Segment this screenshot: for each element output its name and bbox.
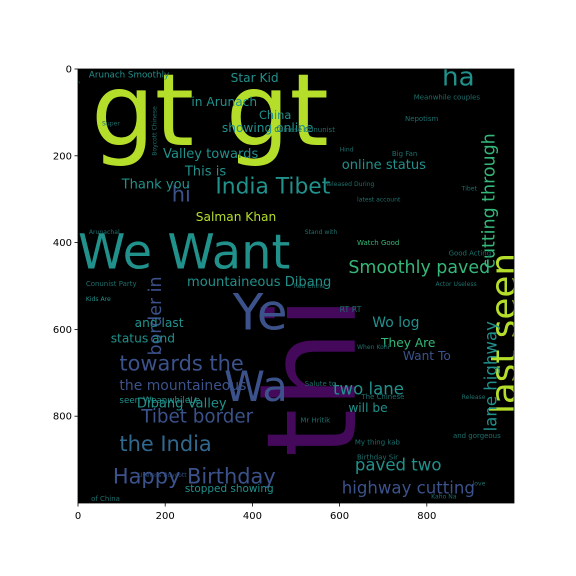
word-44: Chinese Conunist <box>274 126 335 134</box>
word-22: Valley towards <box>163 147 258 162</box>
word-15: lane highway <box>482 321 501 432</box>
word-24: the mountaineous <box>119 378 246 394</box>
word-5: last seen <box>484 253 525 414</box>
word-32: online status <box>342 158 426 173</box>
word-50: The Chinese <box>360 393 404 401</box>
word-43: Conunist Party <box>86 280 137 288</box>
word-7: India Tibet <box>215 175 330 200</box>
x-tick-label-3: 600 <box>330 511 349 522</box>
y-tick-label-2: 400 <box>53 238 72 249</box>
y-tick-label-1: 200 <box>53 151 72 162</box>
x-tick-label-4: 800 <box>417 511 436 522</box>
x-tick-label-2: 400 <box>243 511 262 522</box>
word-68: Arunachal <box>89 229 120 236</box>
word-36: status and <box>111 331 175 345</box>
word-13: border in <box>146 276 166 355</box>
word-64: Red China <box>294 283 325 290</box>
word-10: the India <box>119 432 211 456</box>
word-51: Released During <box>324 181 374 188</box>
word-38: stopped showing <box>185 483 274 495</box>
x-tick-label-1: 200 <box>156 511 175 522</box>
word-29: showing online <box>222 121 314 135</box>
word-4: Wa <box>224 363 288 411</box>
word-14: cutting through <box>479 133 499 268</box>
word-18: two lane <box>333 380 404 399</box>
word-67: Super <box>102 120 120 127</box>
word-69: Release <box>462 394 486 401</box>
word-6: ha <box>442 62 475 92</box>
word-40: seen WeanwhileLe <box>119 396 200 406</box>
word-57: RT RT <box>340 305 362 314</box>
word-60: When Kohi <box>357 344 390 351</box>
word-26: Salman Khan <box>196 210 277 224</box>
word-66: Tibet <box>461 186 478 193</box>
word-30: Star Kid <box>231 71 279 85</box>
word-2: We Want <box>78 225 290 281</box>
word-8: Happy Birthday <box>113 464 276 488</box>
word-17: paved two <box>355 455 442 474</box>
word-54: Nepotism <box>405 115 438 123</box>
word-55: Big Fan <box>392 150 417 158</box>
word-12: Smoothly paved <box>348 258 490 278</box>
word-34: Want To <box>403 349 451 363</box>
word-42: Watch Good <box>357 239 399 247</box>
word-31: China <box>259 108 291 122</box>
word-59: Actor Useless <box>436 281 477 288</box>
word-25: Dibang Valley <box>137 397 227 412</box>
word-1: thi <box>241 295 385 457</box>
word-62: of China <box>91 495 120 503</box>
word-16: highway cutting <box>342 478 475 497</box>
y-axis: 0 200 400 600 800 <box>53 65 78 423</box>
word-61: Kaho Na <box>431 494 457 501</box>
word-3: Ye <box>232 282 288 341</box>
y-tick-label-0: 0 <box>66 65 72 76</box>
plot-frame <box>77 68 515 504</box>
word-48: My thing kab <box>355 438 401 446</box>
plot-background <box>78 69 514 503</box>
word-9: towards the <box>119 352 243 376</box>
word-56: Meanwhile couples <box>414 93 481 101</box>
x-axis: 0 200 400 600 800 <box>75 503 436 522</box>
y-tick-label-3: 600 <box>53 325 72 336</box>
word-45: Birthday Sir <box>357 454 398 462</box>
word-41: Kids Are <box>86 296 111 303</box>
word-33: They Are <box>380 336 435 350</box>
word-65: Hind <box>340 146 354 153</box>
word-52: Salute to <box>305 380 336 388</box>
word-53: Good Acting <box>449 250 492 258</box>
word-19: hi <box>172 182 191 206</box>
word-28: in Arunach <box>191 95 257 109</box>
word-72: College <box>73 76 80 99</box>
word-20: Wo log <box>372 315 419 331</box>
word-35: and last <box>135 316 184 330</box>
word-58: and gorgeous <box>453 432 501 440</box>
word-37: will be <box>348 401 387 415</box>
y-tick-label-4: 800 <box>53 412 72 423</box>
word-63: Boycott Chinese <box>151 106 158 156</box>
word-11: Tibet border <box>140 407 253 428</box>
word-39: Arunach Smoothly <box>89 71 169 81</box>
word-49: latest account <box>357 196 401 203</box>
x-tick-label-0: 0 <box>75 511 81 522</box>
word-27: This is <box>184 164 227 179</box>
word-47: Useless Boycott <box>138 472 187 479</box>
word-71: love <box>473 481 486 488</box>
word-70: Stand with <box>305 229 338 236</box>
word-0: gt gt <box>91 52 329 169</box>
word-23: mountaineous Dibang <box>187 275 331 290</box>
word-46: Mr Hritik <box>300 417 331 425</box>
word-21: Thank you <box>121 177 190 192</box>
